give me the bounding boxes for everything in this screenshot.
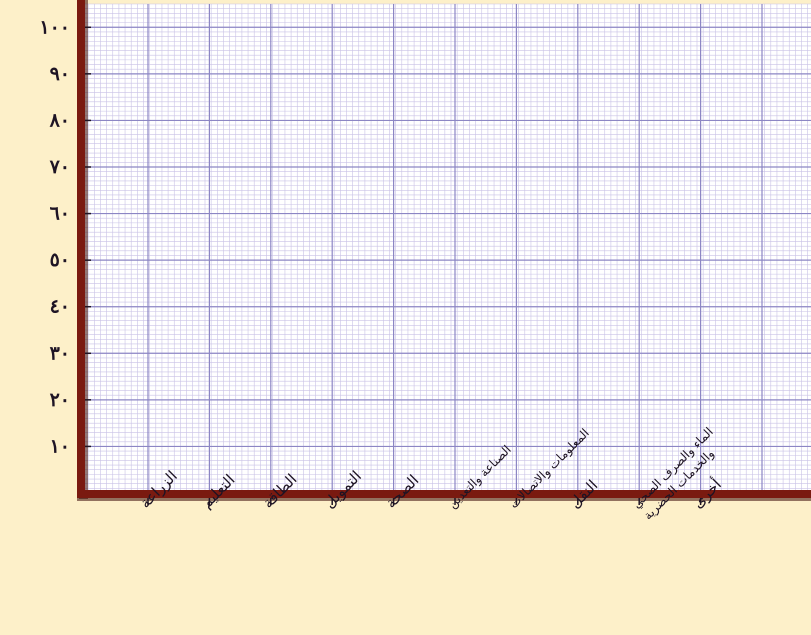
plot-area xyxy=(82,4,811,493)
axes xyxy=(77,0,811,501)
y-tick-label: ١٠ xyxy=(50,435,70,457)
y-tick-label: ٢٠ xyxy=(50,389,70,411)
y-tick-label: ٨٠ xyxy=(49,109,70,131)
x-axis-line xyxy=(77,490,811,498)
y-tick-label: ٣٠ xyxy=(50,342,70,364)
plot-background xyxy=(82,4,811,493)
y-tick-label: ٧٠ xyxy=(49,156,70,178)
y-axis-line xyxy=(77,0,85,497)
y-tick-label: ٦٠ xyxy=(50,203,70,225)
y-tick-label: ٤٠ xyxy=(50,296,70,318)
y-tick-label: ٩٠ xyxy=(50,63,70,85)
y-tick-label: ٥٠ xyxy=(50,249,70,271)
y-tick-label: ١٠٠ xyxy=(39,16,70,38)
y-axis-ticks: ١٠ ٢٠ ٣٠ ٤٠ ٥٠ ٦٠ ٧٠ ٨٠ ٩٠ ١٠٠ xyxy=(39,16,91,457)
